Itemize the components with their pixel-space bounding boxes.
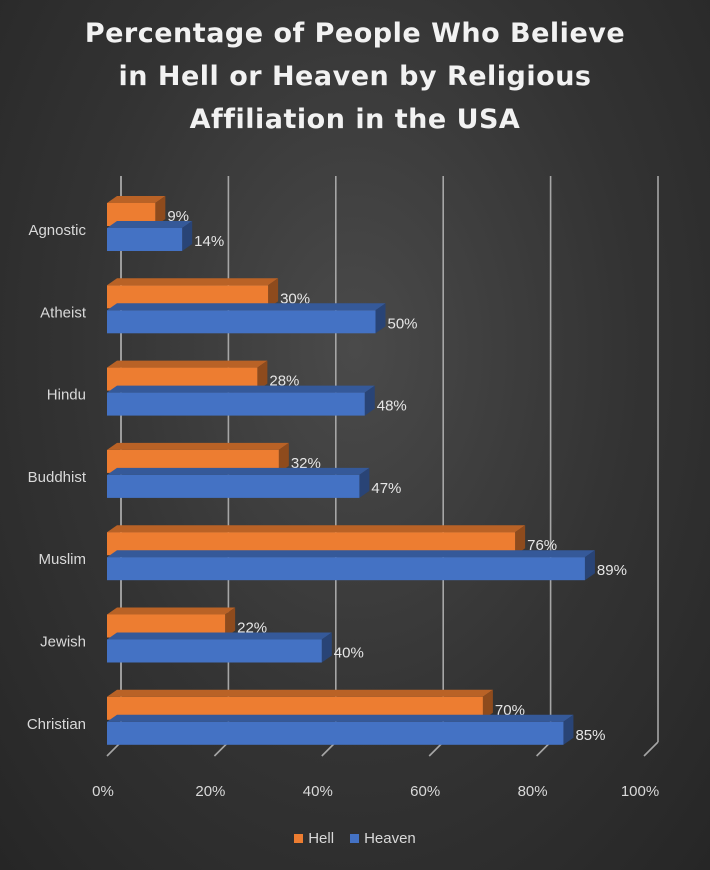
bar-heaven-jewish	[107, 639, 322, 663]
bar-heaven-hindu-side	[364, 385, 375, 416]
bar-heaven-agnostic	[107, 228, 183, 251]
bar-hell-buddhist	[107, 449, 279, 473]
x-tick-label: 100%	[621, 783, 659, 800]
x-tick-label: 40%	[303, 783, 333, 800]
bar-heaven-muslim-top	[107, 550, 595, 558]
gridline-floor	[643, 741, 659, 757]
bar-hell-muslim-side	[515, 525, 526, 556]
legend-swatch-hell	[294, 834, 304, 843]
category-label-buddhist: Buddhist	[28, 469, 87, 486]
bar-heaven-buddhist-top	[107, 467, 370, 475]
bar-heaven-muslim-side	[584, 550, 595, 581]
legend-label-hell: Hell	[308, 830, 335, 847]
bar-hell-hindu-top	[107, 360, 268, 368]
data-label-hell-buddhist: 32%	[291, 455, 321, 472]
data-label-heaven-jewish: 40%	[334, 645, 364, 662]
data-label-hell-hindu: 28%	[269, 373, 299, 390]
bar-hell-christian	[107, 696, 483, 720]
bar-heaven-buddhist-side	[359, 467, 370, 498]
legend-item-heaven: Heaven	[350, 830, 416, 847]
data-label-heaven-atheist: 50%	[388, 315, 418, 332]
bar-heaven-jewish-top	[107, 632, 332, 640]
category-label-muslim: Muslim	[39, 551, 87, 568]
bar-heaven-christian	[107, 721, 564, 745]
bar-heaven-agnostic-top	[107, 221, 193, 228]
bar-hell-hindu	[107, 367, 258, 391]
data-label-hell-atheist: 30%	[280, 290, 310, 307]
bar-heaven-hindu	[107, 392, 365, 416]
bar-hell-atheist-top	[107, 278, 279, 286]
x-tick-label: 0%	[92, 783, 114, 800]
data-label-heaven-buddhist: 47%	[371, 480, 401, 497]
data-label-heaven-hindu: 48%	[377, 398, 407, 415]
bar-hell-hindu-side	[257, 360, 268, 391]
bar-hell-muslim	[107, 532, 516, 556]
x-tick-label: 80%	[518, 783, 548, 800]
category-label-atheist: Atheist	[40, 304, 87, 321]
bar-hell-christian-top	[107, 689, 493, 697]
bar-hell-buddhist-top	[107, 442, 289, 450]
bar-hell-jewish-top	[107, 607, 236, 615]
legend-label-heaven: Heaven	[364, 830, 416, 847]
data-label-hell-christian: 70%	[495, 702, 525, 719]
x-tick-label: 20%	[195, 783, 225, 800]
data-label-hell-jewish: 22%	[237, 620, 267, 637]
data-label-heaven-muslim: 89%	[597, 562, 627, 579]
bar-hell-agnostic-side	[155, 196, 166, 226]
data-label-hell-muslim: 76%	[527, 537, 557, 554]
bar-heaven-christian-side	[563, 714, 574, 745]
chart-title: Percentage of People Who Believe in Hell…	[84, 18, 626, 135]
bar-hell-agnostic	[107, 203, 156, 226]
bar-hell-atheist-side	[268, 278, 279, 309]
category-label-jewish: Jewish	[40, 634, 86, 651]
data-label-hell-agnostic: 9%	[167, 208, 189, 225]
bar-hell-buddhist-side	[278, 442, 289, 473]
bar-hell-atheist	[107, 285, 269, 309]
bar-heaven-buddhist	[107, 474, 360, 498]
bar-hell-muslim-top	[107, 525, 526, 533]
bar-heaven-hindu-top	[107, 385, 375, 393]
bar-heaven-christian-top	[107, 714, 574, 722]
bar-hell-jewish	[107, 614, 226, 638]
x-tick-label: 60%	[410, 783, 440, 800]
data-label-heaven-agnostic: 14%	[194, 233, 224, 250]
data-label-heaven-christian: 85%	[575, 727, 605, 744]
bar-heaven-atheist	[107, 310, 376, 334]
legend-swatch-heaven	[350, 834, 360, 843]
bar-hell-agnostic-top	[107, 196, 166, 203]
bar-hell-christian-side	[482, 689, 493, 720]
bar-heaven-atheist-side	[375, 303, 386, 334]
bar-heaven-jewish-side	[321, 632, 332, 663]
category-label-agnostic: Agnostic	[28, 222, 86, 239]
bar-heaven-muslim	[107, 557, 585, 581]
legend: Hell Heaven	[0, 830, 710, 847]
category-label-hindu: Hindu	[47, 387, 86, 404]
bar-hell-jewish-side	[225, 607, 236, 638]
legend-item-hell: Hell	[294, 830, 334, 847]
category-label-christian: Christian	[27, 716, 86, 733]
bar-heaven-atheist-top	[107, 303, 386, 311]
bar-heaven-agnostic-side	[182, 221, 193, 251]
